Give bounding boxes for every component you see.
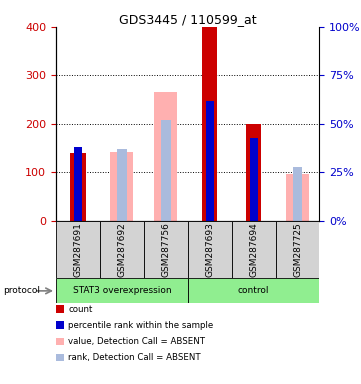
Bar [100, 221, 144, 278]
Text: protocol: protocol [4, 286, 40, 295]
Bar [70, 153, 86, 221]
Bar [246, 124, 261, 221]
Bar [161, 121, 171, 221]
Text: value, Detection Call = ABSENT: value, Detection Call = ABSENT [68, 337, 205, 346]
Bar [188, 278, 319, 303]
Bar [188, 221, 232, 278]
Bar [275, 221, 319, 278]
Bar [250, 138, 257, 221]
Text: GSM287725: GSM287725 [293, 222, 302, 277]
Bar [144, 221, 188, 278]
Bar [293, 167, 303, 221]
Text: rank, Detection Call = ABSENT: rank, Detection Call = ABSENT [68, 353, 201, 362]
Text: control: control [238, 286, 269, 295]
Bar [56, 278, 188, 303]
Text: GSM287756: GSM287756 [161, 222, 170, 277]
Bar [56, 221, 100, 278]
Title: GDS3445 / 110599_at: GDS3445 / 110599_at [119, 13, 257, 26]
Text: GSM287692: GSM287692 [117, 222, 126, 277]
Text: GSM287694: GSM287694 [249, 222, 258, 277]
Text: STAT3 overexpression: STAT3 overexpression [73, 286, 171, 295]
Bar [286, 174, 309, 221]
Bar [74, 147, 82, 221]
Bar [232, 221, 275, 278]
Bar [110, 152, 133, 221]
Text: GSM287691: GSM287691 [73, 222, 82, 277]
Text: GSM287693: GSM287693 [205, 222, 214, 277]
Bar [117, 149, 127, 221]
Bar [155, 92, 177, 221]
Bar [202, 27, 217, 221]
Text: count: count [68, 305, 93, 314]
Bar [206, 101, 214, 221]
Text: percentile rank within the sample: percentile rank within the sample [68, 321, 213, 330]
